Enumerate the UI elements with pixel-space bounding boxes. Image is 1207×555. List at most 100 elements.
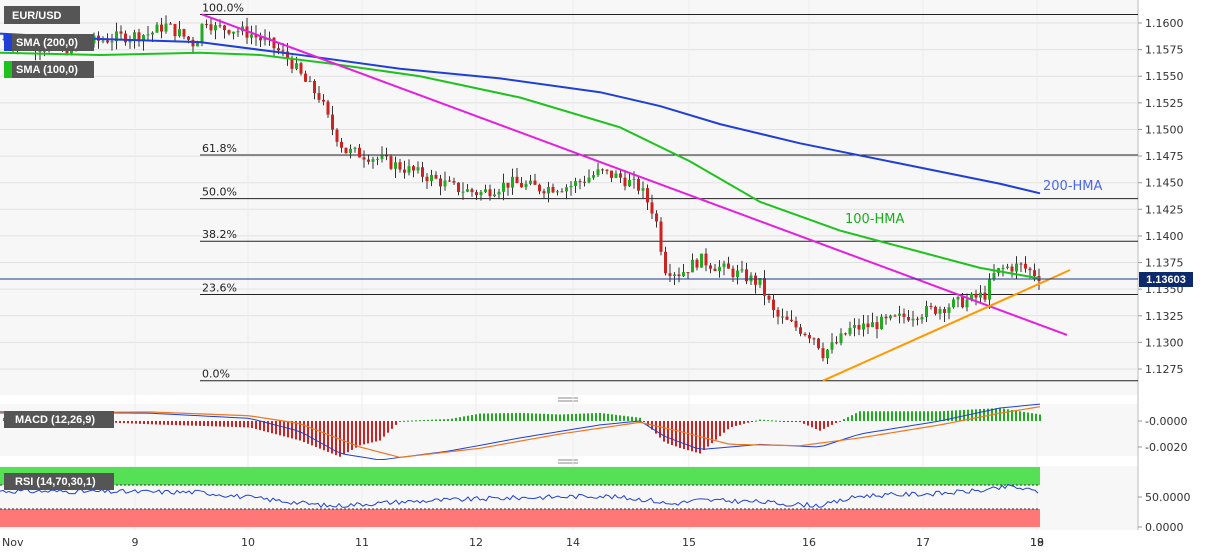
candle-body (965, 299, 969, 308)
candle-body (416, 167, 420, 171)
panel-splitter-2[interactable] (558, 459, 578, 464)
macd-histogram-bar (211, 421, 213, 427)
macd-histogram-bar (323, 421, 325, 451)
candle-body (947, 307, 951, 313)
macd-histogram-bar (887, 411, 889, 421)
macd-histogram-bar (507, 413, 509, 421)
candle-body (466, 189, 469, 192)
candle-body (943, 309, 946, 313)
candle-body (533, 180, 537, 185)
panel-splitter-1[interactable] (558, 397, 578, 402)
macd-histogram-bar (827, 421, 829, 427)
macd-histogram-bar (951, 410, 953, 421)
candle-body (1024, 263, 1027, 269)
candle-body (326, 101, 330, 115)
macd-histogram-bar (239, 421, 241, 428)
macd-histogram-bar (539, 413, 541, 421)
candle-body (844, 333, 847, 335)
macd-histogram-bar (191, 421, 193, 426)
price-tick-label: 1.1550 (1145, 70, 1184, 83)
macd-histogram-bar (847, 417, 849, 421)
candle-body (722, 263, 726, 267)
candle-body (839, 333, 843, 344)
candle-body (745, 269, 748, 282)
macd-histogram-bar (675, 421, 677, 447)
candle-body (902, 313, 906, 317)
macd-histogram-bar (1003, 408, 1005, 421)
macd-histogram-bar (127, 421, 129, 424)
candle-body (601, 169, 604, 171)
macd-histogram-bar (859, 411, 861, 421)
candle-body (560, 191, 564, 193)
macd-histogram-bar (879, 411, 881, 421)
price-tick-label: 1.1575 (1145, 44, 1184, 57)
sma100-badge[interactable] (4, 61, 94, 78)
macd-histogram-bar (563, 414, 565, 421)
macd-histogram-bar (355, 421, 357, 448)
macd-histogram-bar (591, 413, 593, 421)
macd-histogram-bar (979, 409, 981, 421)
candle-body (349, 148, 352, 154)
candle-body (110, 41, 114, 43)
hma100-line (0, 51, 1041, 280)
candle-body (223, 25, 226, 31)
macd-histogram-bar (667, 421, 669, 444)
macd-histogram-bar (319, 421, 321, 449)
macd-histogram-bar (811, 421, 813, 428)
candle-body (277, 48, 280, 51)
fib-level-label: 100.0% (202, 1, 244, 14)
price-tick-label: 1.1375 (1145, 257, 1184, 270)
macd-histogram-bar (115, 421, 117, 423)
price-tick-label: 1.1450 (1145, 177, 1184, 190)
candle-body (551, 186, 555, 193)
macd-histogram-bar (415, 420, 417, 422)
candle-body (137, 32, 141, 42)
macd-histogram-bar (255, 421, 257, 430)
candle-body (1015, 263, 1018, 272)
macd-histogram-bar (483, 413, 485, 421)
macd-histogram-bar (647, 421, 649, 426)
macd-histogram-bar (467, 415, 469, 421)
candle-body (394, 162, 397, 169)
candle-body (178, 29, 181, 37)
sma200-badge[interactable] (4, 34, 94, 51)
macd-histogram-bar (235, 421, 237, 428)
macd-histogram-bar (391, 421, 393, 429)
price-tick-label: 1.1300 (1145, 336, 1184, 349)
macd-histogram-bar (907, 411, 909, 421)
macd-histogram-bar (407, 420, 409, 422)
candle-body (236, 31, 240, 33)
macd-tick-label: -0.0000 (1145, 415, 1187, 428)
macd-histogram-bar (819, 421, 821, 431)
macd-histogram-bar (611, 414, 613, 421)
candle-body (929, 306, 933, 308)
macd-histogram-bar (871, 411, 873, 421)
price-tick-label: 1.1275 (1145, 363, 1184, 376)
candle-body (38, 50, 42, 52)
candle-body (691, 259, 694, 273)
candle-body (191, 39, 195, 47)
macd-badge[interactable] (4, 411, 114, 428)
candle-body (340, 141, 343, 148)
candle-body (592, 175, 595, 178)
macd-histogram-bar (739, 421, 741, 425)
candle-body (407, 166, 411, 173)
macd-histogram-bar (431, 419, 433, 421)
candle-body (268, 37, 271, 39)
macd-histogram-bar (163, 421, 165, 425)
candle-body (380, 155, 384, 159)
macd-histogram-bar (131, 421, 133, 424)
candle-body (875, 322, 879, 330)
macd-histogram-bar (927, 411, 929, 421)
macd-histogram-bar (451, 418, 453, 421)
rsi-badge[interactable] (4, 473, 114, 490)
macd-histogram-bar (999, 408, 1001, 421)
symbol-badge (4, 6, 80, 24)
macd-histogram-bar (623, 415, 625, 421)
candle-body (686, 272, 690, 274)
macd-histogram-bar (1019, 411, 1021, 421)
macd-histogram-bar (207, 421, 209, 427)
candle-body (439, 178, 442, 187)
candle-body (754, 275, 757, 285)
macd-histogram-bar (915, 411, 917, 421)
